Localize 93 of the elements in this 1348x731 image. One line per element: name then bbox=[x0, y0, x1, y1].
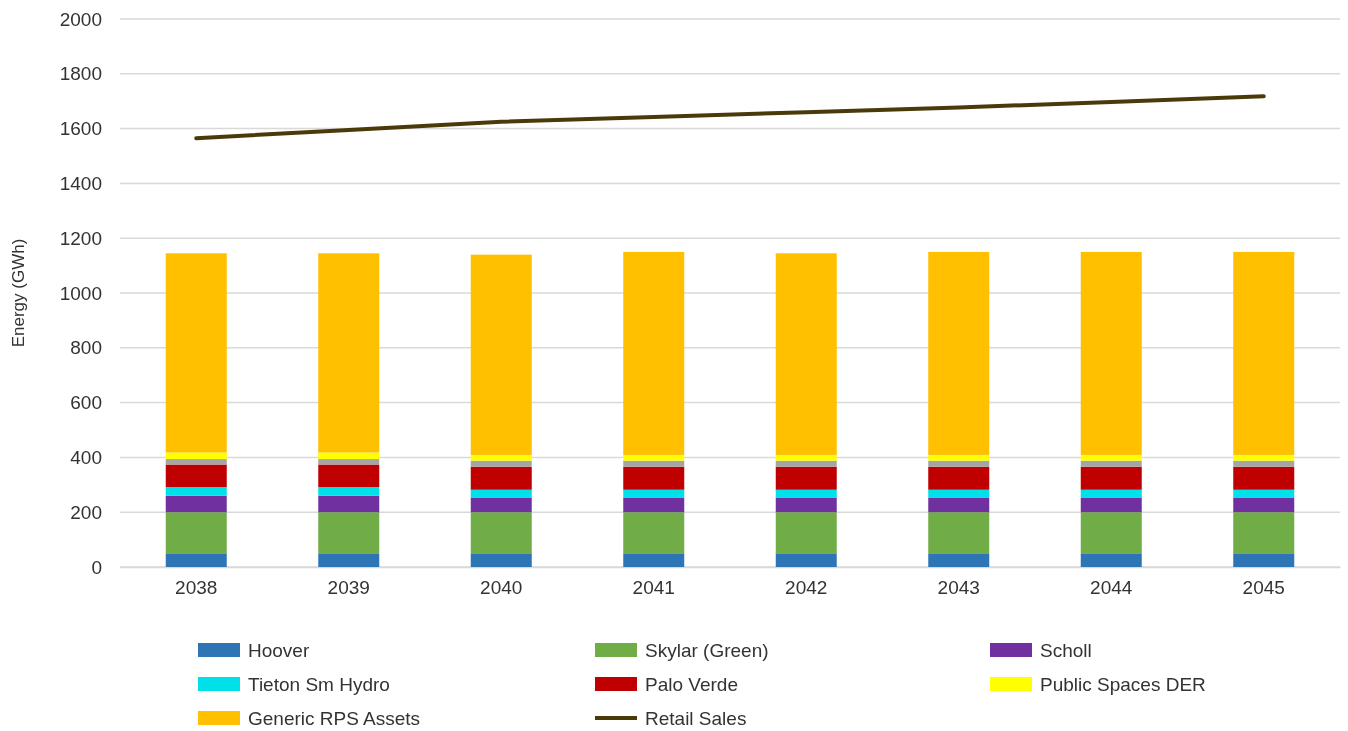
bar bbox=[623, 553, 685, 567]
y-axis-title: Energy (GWh) bbox=[9, 238, 28, 348]
bar bbox=[623, 489, 685, 498]
bar bbox=[165, 495, 227, 513]
bar bbox=[165, 464, 227, 487]
bar bbox=[775, 553, 837, 567]
y-tick-label: 1000 bbox=[59, 282, 102, 304]
x-tick-label: 2039 bbox=[327, 577, 370, 599]
bar bbox=[1233, 489, 1295, 498]
bar bbox=[1233, 553, 1295, 567]
bar bbox=[318, 464, 380, 487]
legend-label: Skylar (Green) bbox=[645, 640, 769, 661]
bar bbox=[623, 454, 685, 461]
bar bbox=[470, 489, 532, 498]
bar bbox=[928, 489, 990, 498]
y-tick-label: 400 bbox=[70, 446, 102, 468]
bar bbox=[775, 466, 837, 490]
bar bbox=[470, 466, 532, 490]
bar bbox=[1233, 497, 1295, 513]
bar bbox=[470, 460, 532, 467]
x-tick-label: 2043 bbox=[937, 577, 980, 599]
x-tick-label: 2042 bbox=[785, 577, 828, 599]
y-tick-label: 800 bbox=[70, 337, 102, 359]
bar bbox=[1080, 512, 1142, 554]
bar bbox=[1080, 466, 1142, 490]
line-series bbox=[194, 94, 1266, 141]
bar bbox=[928, 466, 990, 490]
x-tick-label: 2040 bbox=[480, 577, 523, 599]
x-tick-label: 2038 bbox=[175, 577, 218, 599]
y-tick-label: 1600 bbox=[59, 118, 102, 140]
x-tick-label: 2045 bbox=[1242, 577, 1285, 599]
bar bbox=[1080, 454, 1142, 461]
x-tick-label: 2041 bbox=[632, 577, 675, 599]
bar bbox=[470, 553, 532, 567]
legend-label: Generic RPS Assets bbox=[248, 708, 421, 729]
bar bbox=[623, 497, 685, 513]
bar bbox=[165, 253, 227, 453]
bar bbox=[928, 454, 990, 461]
bar bbox=[318, 452, 380, 460]
y-tick-label: 600 bbox=[70, 392, 102, 414]
bar bbox=[470, 454, 532, 461]
bar bbox=[318, 486, 380, 496]
x-tick-label: 2044 bbox=[1090, 577, 1133, 599]
bar bbox=[775, 460, 837, 467]
bar bbox=[1080, 553, 1142, 567]
bar bbox=[928, 553, 990, 567]
bar bbox=[928, 251, 990, 455]
bar bbox=[1080, 489, 1142, 498]
bar bbox=[623, 251, 685, 455]
bar bbox=[775, 512, 837, 554]
y-tick-label: 0 bbox=[91, 556, 102, 578]
y-tick-label: 2000 bbox=[59, 8, 102, 30]
bar bbox=[470, 254, 532, 455]
y-tick-label: 1200 bbox=[59, 227, 102, 249]
bar bbox=[318, 553, 380, 567]
bar bbox=[1080, 251, 1142, 455]
legend-label: Hoover bbox=[248, 640, 310, 661]
bar bbox=[623, 512, 685, 554]
bar bbox=[165, 512, 227, 554]
bar bbox=[1233, 251, 1295, 455]
bar bbox=[318, 253, 380, 453]
bar bbox=[318, 495, 380, 513]
bar bbox=[1233, 466, 1295, 490]
bar bbox=[1233, 460, 1295, 467]
bar bbox=[165, 553, 227, 567]
y-tick-label: 1800 bbox=[59, 63, 102, 85]
bar bbox=[928, 512, 990, 554]
bar bbox=[775, 454, 837, 461]
bar bbox=[1080, 497, 1142, 513]
legend-label: Palo Verde bbox=[645, 674, 738, 695]
bar bbox=[623, 466, 685, 490]
bar bbox=[928, 460, 990, 467]
bar bbox=[165, 452, 227, 460]
legend-label: Public Spaces DER bbox=[1040, 674, 1206, 695]
bar bbox=[775, 497, 837, 513]
legend-label: Tieton Sm Hydro bbox=[248, 674, 390, 695]
bar bbox=[318, 459, 380, 465]
bar bbox=[165, 459, 227, 465]
y-tick-label: 200 bbox=[70, 501, 102, 523]
bar bbox=[470, 512, 532, 554]
bar bbox=[775, 489, 837, 498]
bar bbox=[1233, 512, 1295, 554]
y-tick-label: 1400 bbox=[59, 172, 102, 194]
bar bbox=[165, 486, 227, 496]
bar bbox=[1233, 454, 1295, 461]
legend-label: Retail Sales bbox=[645, 708, 747, 729]
bar bbox=[318, 512, 380, 554]
bar bbox=[775, 253, 837, 455]
bar bbox=[1080, 460, 1142, 467]
legend-label: Scholl bbox=[1040, 640, 1092, 661]
bar bbox=[470, 497, 532, 513]
bar bbox=[623, 460, 685, 467]
bar bbox=[928, 497, 990, 513]
